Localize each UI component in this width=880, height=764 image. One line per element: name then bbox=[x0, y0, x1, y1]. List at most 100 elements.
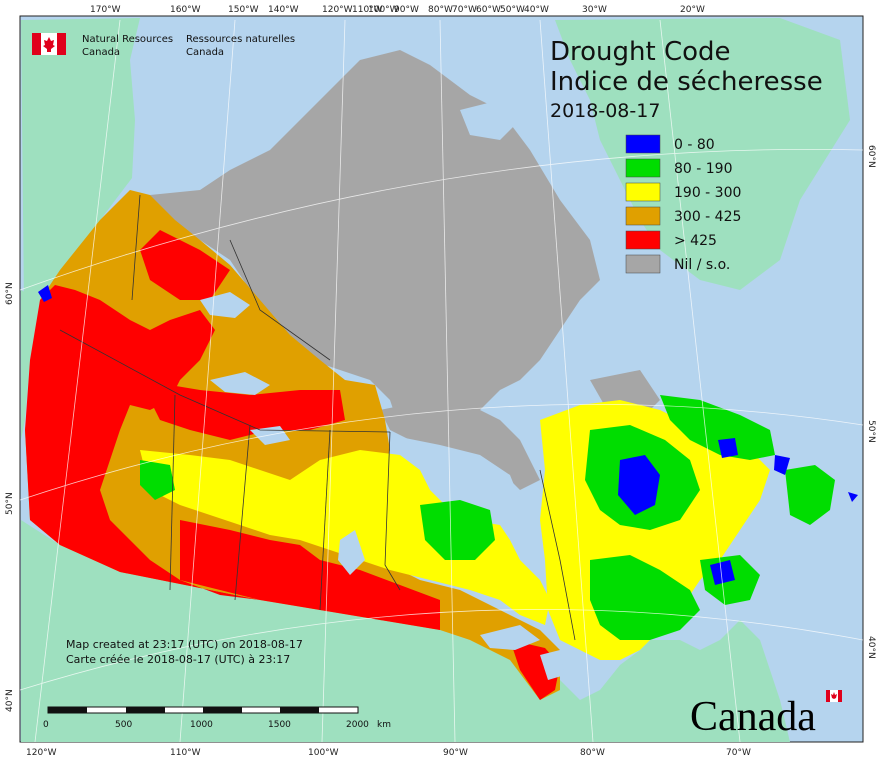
left-tick: 50°N bbox=[5, 492, 15, 515]
agency-header: Natural Resources Canada Ressources natu… bbox=[32, 33, 295, 58]
greenland bbox=[555, 18, 850, 290]
scale-seg-2 bbox=[126, 707, 165, 713]
scale-seg-1 bbox=[48, 707, 87, 713]
top-tick: 100°W bbox=[368, 5, 399, 15]
top-tick: 170°W bbox=[90, 5, 121, 15]
graticule-60n bbox=[19, 148, 864, 291]
agency-en-line1: Natural Resources bbox=[82, 34, 173, 45]
top-tick: 30°W bbox=[582, 5, 607, 15]
alaska-panhandle bbox=[21, 290, 40, 440]
yukon-alaska-border bbox=[131, 194, 141, 301]
top-tick: 150°W bbox=[228, 5, 259, 15]
legend-swatch bbox=[625, 182, 661, 202]
outside-land bbox=[21, 18, 850, 742]
agency-fr-line2: Canada bbox=[186, 47, 224, 58]
legend-label: 300 - 425 bbox=[674, 209, 741, 225]
bottom-tick: 90°W bbox=[443, 748, 468, 758]
zone-80-190-bc bbox=[140, 460, 175, 500]
drought-zones bbox=[25, 190, 858, 700]
usa-land bbox=[21, 520, 790, 742]
top-tick: 160°W bbox=[170, 5, 201, 15]
zone-0-80-labrador bbox=[718, 438, 738, 458]
lake-athabasca bbox=[250, 426, 290, 445]
zone-425-prairies bbox=[180, 520, 440, 630]
top-tick: 140°W bbox=[268, 5, 299, 15]
yukon-nwt-border bbox=[229, 239, 331, 361]
provincial-borders bbox=[59, 194, 576, 641]
sk-mb-border bbox=[319, 429, 331, 611]
scale-unit: km bbox=[377, 720, 391, 730]
bottom-tick: 110°W bbox=[170, 748, 201, 758]
top-tick: 80°W bbox=[428, 5, 453, 15]
legend: 0 - 80 80 - 190 190 - 300 300 - 425 > 425 Nil… bbox=[625, 134, 741, 274]
legend-label: 80 - 190 bbox=[674, 161, 733, 177]
wordmark-text: Canada bbox=[690, 694, 816, 740]
agency-en-line2: Canada bbox=[82, 47, 120, 58]
scale-label: 500 bbox=[115, 720, 132, 730]
zone-80-190-labrador bbox=[660, 395, 775, 460]
graticule-m2 bbox=[179, 19, 236, 743]
scale-label: 0 bbox=[43, 720, 49, 730]
great-slave-lake bbox=[210, 372, 270, 395]
bottom-tick: 80°W bbox=[580, 748, 605, 758]
legend-label: > 425 bbox=[674, 233, 717, 249]
right-tick: 40°N bbox=[866, 636, 876, 659]
lake-winnipeg bbox=[338, 530, 365, 575]
zone-0-80-east bbox=[774, 455, 790, 475]
zone-425-north-ab bbox=[140, 380, 345, 440]
lake-huron bbox=[540, 650, 565, 680]
graticule bbox=[19, 19, 864, 743]
zone-0-80-nfld-tip bbox=[848, 492, 858, 502]
arctic-gray bbox=[150, 50, 600, 440]
bottom-axis: 120°W 110°W 100°W 90°W 80°W 70°W bbox=[26, 748, 751, 758]
top-tick: 40°W bbox=[524, 5, 549, 15]
top-tick: 90°W bbox=[394, 5, 419, 15]
legend-label: 190 - 300 bbox=[674, 185, 741, 201]
hudson-bay bbox=[390, 435, 520, 515]
zone-425-bc bbox=[25, 285, 260, 600]
scale-label: 2000 bbox=[346, 720, 369, 730]
top-tick: 50°W bbox=[500, 5, 525, 15]
top-tick: 60°W bbox=[476, 5, 501, 15]
mb-on-border bbox=[384, 431, 401, 591]
zone-0-80-maritimes bbox=[710, 560, 735, 585]
top-tick: 70°W bbox=[452, 5, 477, 15]
scale-bar: 0 500 1000 1500 2000 km bbox=[43, 706, 391, 730]
right-axis: 60°N 50°N 40°N bbox=[866, 145, 876, 659]
agency-fr-line1: Ressources naturelles bbox=[186, 34, 295, 45]
hudson-gray bbox=[380, 400, 540, 490]
top-tick: 110°W bbox=[352, 5, 383, 15]
alaska-land bbox=[21, 18, 140, 305]
top-tick: 120°W bbox=[322, 5, 353, 15]
graticule-40n bbox=[19, 609, 864, 691]
nwt-south-border bbox=[59, 329, 391, 433]
legend-swatch bbox=[625, 134, 661, 154]
bc-ab-border bbox=[169, 394, 176, 591]
legend-swatch bbox=[625, 230, 661, 250]
legend-swatch bbox=[625, 206, 661, 226]
zone-425-yukon bbox=[140, 230, 230, 300]
title-en: Drought Code bbox=[550, 37, 731, 67]
bottom-tick: 120°W bbox=[26, 748, 57, 758]
top-axis: 170°W 160°W 150°W 140°W 120°W 110°W 100°… bbox=[90, 5, 705, 15]
graticule-m4 bbox=[439, 19, 456, 743]
zone-0-80-quebec bbox=[618, 455, 660, 515]
ab-sk-border bbox=[234, 424, 251, 601]
lake-superior bbox=[480, 625, 540, 650]
graticule-50n bbox=[19, 404, 864, 501]
bottom-tick: 100°W bbox=[308, 748, 339, 758]
top-tick: 20°W bbox=[680, 5, 705, 15]
graticule-m1 bbox=[34, 19, 121, 743]
scale-seg-3 bbox=[203, 707, 242, 713]
graticule-m6 bbox=[659, 19, 741, 743]
zone-80-190-south-qc bbox=[590, 555, 700, 640]
zone-80-190-north-on bbox=[420, 500, 495, 560]
legend-label: 0 - 80 bbox=[674, 137, 715, 153]
legend-swatch bbox=[625, 158, 661, 178]
left-tick: 60°N bbox=[5, 282, 15, 305]
lakes bbox=[200, 292, 565, 680]
title-fr: Indice de sécheresse bbox=[550, 67, 823, 97]
credit-en: Map created at 23:17 (UTC) on 2018-08-17 bbox=[66, 638, 303, 651]
map-title: Drought Code Indice de sécheresse 2018-0… bbox=[550, 37, 823, 122]
